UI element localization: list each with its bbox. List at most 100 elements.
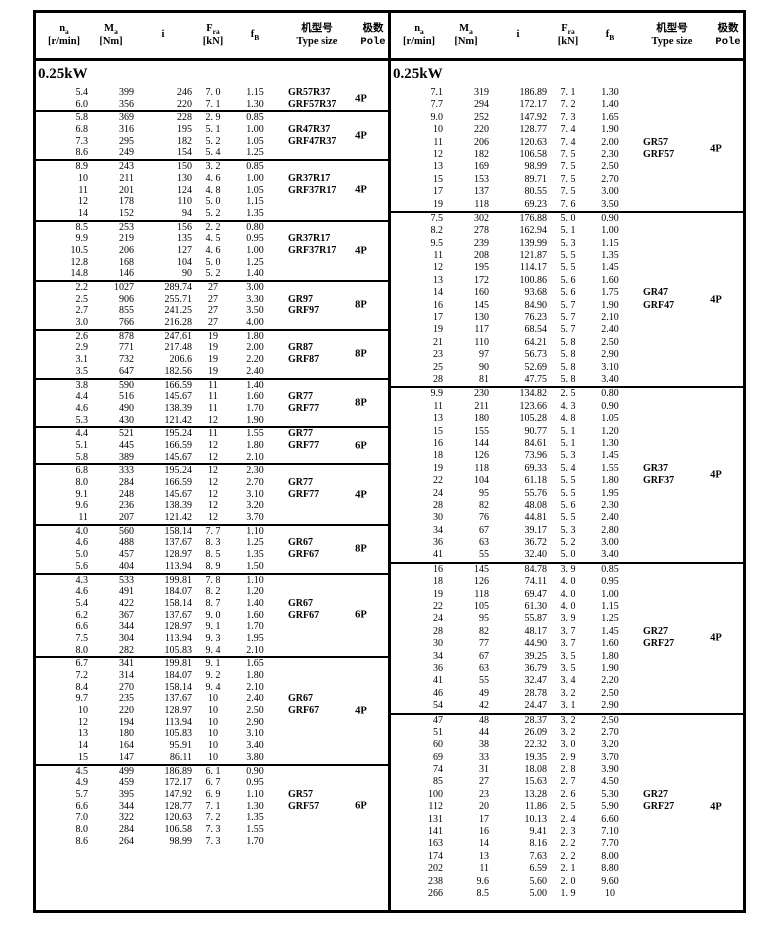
cell-type-size xyxy=(276,465,388,477)
cell-radial-force: 5. 5 xyxy=(560,250,576,262)
cell-torque: 137 xyxy=(474,186,489,198)
cell-torque: 766 xyxy=(119,317,134,329)
cell-speed: 12.8 xyxy=(70,256,89,268)
cell-ratio: 128.97 xyxy=(164,549,193,561)
cell-torque: 395 xyxy=(119,788,134,800)
cell-type-size xyxy=(631,250,743,262)
cell-torque: 430 xyxy=(119,414,134,426)
cell-radial-force: 5. 2 xyxy=(205,135,221,147)
table-row: 11 208 121.87 5. 5 1.35 xyxy=(391,250,743,262)
cell-ratio: 162.94 xyxy=(519,225,548,237)
spec-group: 8.5 253 156 2. 2 0.80 9.9 219 135 4. 5 0.95 GR37R1… xyxy=(36,222,388,282)
cell-speed: 8.0 xyxy=(75,823,89,835)
cell-torque: 145 xyxy=(474,563,489,575)
table-row: 34 67 39.17 5. 3 2.80 xyxy=(391,525,743,537)
cell-service-factor: 2.50 xyxy=(601,687,619,699)
cell-speed: 12 xyxy=(78,716,88,728)
table-row: 10.5 206 127 4. 6 1.00 GRF37R17 xyxy=(36,245,388,257)
cell-speed: 7.7 xyxy=(430,99,444,111)
cell-speed: 5.7 xyxy=(75,788,89,800)
cell-type-size xyxy=(631,438,743,450)
cell-type-size xyxy=(631,87,743,99)
power-rating-label: 0.25kW xyxy=(393,66,443,82)
cell-radial-force: 2. 3 xyxy=(560,826,576,838)
table-row: 8.5 253 156 2. 2 0.80 xyxy=(36,222,388,234)
cell-torque: 516 xyxy=(119,391,134,403)
cell-type-size xyxy=(276,331,388,343)
cell-ratio: 195.24 xyxy=(164,465,193,477)
cell-service-factor: 0.80 xyxy=(246,221,264,233)
table-row: 12.8 168 104 5. 0 1.25 xyxy=(36,257,388,269)
cell-radial-force: 7. 5 xyxy=(560,161,576,173)
cell-type-size xyxy=(276,836,388,848)
cell-type-size xyxy=(276,621,388,633)
cell-service-factor: 1.30 xyxy=(246,98,264,110)
cell-ratio: 36.72 xyxy=(524,537,548,549)
cell-service-factor: 1.90 xyxy=(601,124,619,136)
cell-type-size xyxy=(276,196,388,208)
cell-type-size: GR37R17 xyxy=(288,172,331,184)
cell-torque: 264 xyxy=(119,835,134,847)
cell-service-factor: 0.80 xyxy=(601,388,619,400)
cell-ratio: 89.71 xyxy=(524,173,548,185)
cell-radial-force: 5. 3 xyxy=(560,237,576,249)
cell-ratio: 135 xyxy=(177,233,192,245)
cell-radial-force: 12 xyxy=(208,451,218,463)
cell-speed: 47 xyxy=(433,714,443,726)
cell-service-factor: 2.20 xyxy=(601,675,619,687)
cell-radial-force: 10 xyxy=(208,705,218,717)
cell-speed: 15 xyxy=(433,173,443,185)
table-row: 74 31 18.08 2. 8 3.90 xyxy=(391,764,743,776)
cell-radial-force: 27 xyxy=(208,293,218,305)
cell-type-size xyxy=(631,776,743,788)
table-row: 22 105 61.30 4. 0 1.15 xyxy=(391,601,743,613)
cell-service-factor: 1.20 xyxy=(246,586,264,598)
cell-torque: 182 xyxy=(474,148,489,160)
cell-speed: 2.6 xyxy=(75,330,89,342)
col-header-type-size: 机型号 Type size xyxy=(651,22,693,47)
cell-ratio: 199.81 xyxy=(164,658,193,670)
table-row: 4.3 533 199.81 7. 8 1.10 xyxy=(36,575,388,587)
cell-type-size xyxy=(631,161,743,173)
cell-speed: 17 xyxy=(433,186,443,198)
cell-service-factor: 1.10 xyxy=(246,574,264,586)
cell-ratio: 128.77 xyxy=(519,124,548,136)
spec-group: 2.6 878 247.61 19 1.80 2.9 771 217.48 19 2.00 GR87… xyxy=(36,331,388,380)
table-row: 36 63 36.79 3. 5 1.90 xyxy=(391,663,743,675)
cell-radial-force: 5. 3 xyxy=(560,524,576,536)
cell-radial-force: 5. 5 xyxy=(560,475,576,487)
cell-service-factor: 2.50 xyxy=(601,336,619,348)
pole-value: 4P xyxy=(710,143,722,155)
cell-speed: 3.5 xyxy=(75,365,89,377)
cell-speed: 11 xyxy=(433,400,443,412)
cell-radial-force: 5. 4 xyxy=(205,147,221,159)
cell-radial-force: 2. 0 xyxy=(560,875,576,887)
table-row: 6.6 344 128.77 7. 1 1.30 GRF57 xyxy=(36,801,388,813)
cell-radial-force: 2. 9 xyxy=(560,751,576,763)
cell-radial-force: 7. 2 xyxy=(205,812,221,824)
cell-ratio: 61.30 xyxy=(524,601,548,613)
cell-torque: 13 xyxy=(479,850,489,862)
cell-type-size xyxy=(631,564,743,576)
table-row: 8.6 249 154 5. 4 1.25 xyxy=(36,147,388,159)
cell-torque: 126 xyxy=(474,450,489,462)
cell-radial-force: 8. 2 xyxy=(205,586,221,598)
table-row: 14 160 93.68 5. 6 1.75 GR47 xyxy=(391,287,743,299)
cell-type-size: GRF57 xyxy=(643,148,675,160)
cell-radial-force: 5. 6 xyxy=(560,499,576,511)
table-row: 5.3 430 121.42 12 1.90 xyxy=(36,415,388,427)
cell-torque: 404 xyxy=(119,560,134,572)
cell-torque: 206 xyxy=(474,136,489,148)
table-row: 54 42 24.47 3. 1 2.90 xyxy=(391,700,743,712)
table-row: 3.1 732 206.6 19 2.20 GRF87 xyxy=(36,354,388,366)
table-row: 4.6 491 184.07 8. 2 1.20 xyxy=(36,586,388,598)
cell-service-factor: 1.15 xyxy=(601,601,619,613)
cell-type-size: GRF77 xyxy=(288,439,320,451)
cell-radial-force: 4. 6 xyxy=(205,244,221,256)
cell-ratio: 55.87 xyxy=(524,613,548,625)
table-row: 18 126 73.96 5. 3 1.45 xyxy=(391,450,743,462)
cell-service-factor: 8.80 xyxy=(601,863,619,875)
cell-ratio: 73.96 xyxy=(524,450,548,462)
cell-radial-force: 11 xyxy=(208,428,218,440)
cell-radial-force: 12 xyxy=(208,500,218,512)
